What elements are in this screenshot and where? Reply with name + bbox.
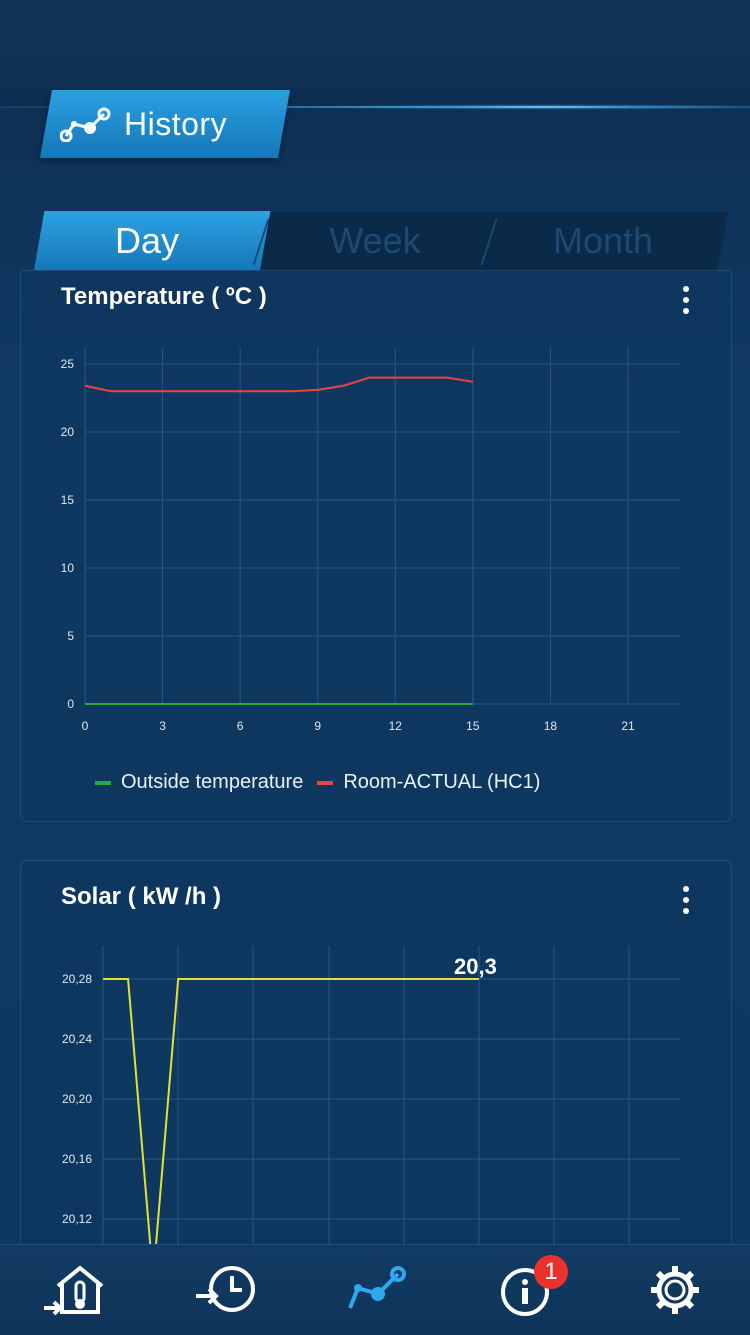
temperature-card: Temperature ( ºC ) Outside temperature R…: [20, 270, 732, 822]
y-tick-label: 20,28: [62, 972, 92, 986]
y-tick-label: 20,16: [62, 1152, 92, 1166]
temperature-legend: Outside temperature Room-ACTUAL (HC1): [95, 771, 540, 794]
clock-history-icon: [196, 1266, 255, 1312]
history-graph-icon: [60, 107, 111, 142]
nav-settings-button[interactable]: [600, 1245, 750, 1335]
kebab-dot: [683, 286, 689, 292]
legend-swatch-outside: [95, 780, 111, 785]
legend-swatch-room: [317, 780, 334, 785]
banner-glow: [300, 104, 750, 110]
y-tick-label: 10: [61, 561, 75, 575]
legend-label-outside: Outside temperature: [121, 771, 304, 793]
room-actual-line: [84, 376, 474, 393]
nav-info-button[interactable]: 1: [450, 1245, 600, 1335]
kebab-dot: [683, 297, 689, 303]
nav-home-button[interactable]: [0, 1245, 150, 1335]
kebab-dot: [683, 886, 689, 892]
nav-programs-button[interactable]: [150, 1245, 300, 1335]
y-tick-label: 20: [61, 425, 75, 439]
settings-gear-icon: [651, 1266, 699, 1314]
x-tick-label: 12: [389, 719, 403, 733]
solar-card: Solar ( kW /h ): [20, 860, 732, 1282]
graph-icon: [348, 1266, 406, 1309]
x-tick-label: 0: [82, 719, 89, 733]
y-tick-label: 20,20: [62, 1092, 92, 1106]
legend-label-room: Room-ACTUAL (HC1): [343, 771, 541, 793]
y-tick-label: 15: [61, 493, 75, 507]
page-header: History: [60, 90, 227, 158]
kebab-dot: [683, 908, 689, 914]
x-tick-label: 6: [237, 719, 244, 733]
period-selector: Day Week Month: [34, 211, 729, 272]
temperature-card-title: Temperature ( ºC ): [61, 283, 267, 310]
x-tick-label: 9: [314, 719, 321, 733]
page-title: History: [124, 105, 228, 142]
y-tick-label: 20,24: [62, 1032, 92, 1046]
x-tick-label: 3: [159, 719, 166, 733]
solar-value-label: 20,3: [454, 954, 497, 979]
x-tick-label: 21: [621, 719, 635, 733]
x-tick-label: 18: [544, 719, 558, 733]
y-tick-label: 25: [61, 357, 75, 371]
tab-week[interactable]: Week: [329, 220, 421, 261]
y-tick-label: 20,12: [62, 1212, 92, 1226]
bottom-navigation: 1: [0, 1244, 750, 1335]
solar-card-title: Solar ( kW /h ): [61, 883, 222, 910]
y-tick-label: 5: [67, 629, 74, 643]
home-thermometer-icon: [44, 1266, 104, 1316]
y-tick-label: 0: [67, 697, 74, 711]
nav-history-button[interactable]: [300, 1245, 450, 1335]
temperature-chart: 0 3 6 9 12 15 18 21 0 5 10 15 20 25: [61, 348, 680, 733]
info-icon: [501, 1268, 549, 1316]
solar-chart: 20,12 20,16 20,20 20,24 20,28 20,3: [62, 946, 680, 1244]
kebab-dot: [683, 308, 689, 314]
tab-month[interactable]: Month: [552, 220, 654, 261]
solar-line: [103, 978, 479, 1244]
notification-badge: 1: [534, 1255, 568, 1289]
solar-more-menu-button[interactable]: [681, 886, 691, 914]
temperature-more-menu-button[interactable]: [681, 286, 691, 314]
x-tick-label: 15: [466, 719, 480, 733]
kebab-dot: [683, 897, 689, 903]
tab-day[interactable]: Day: [114, 220, 180, 261]
